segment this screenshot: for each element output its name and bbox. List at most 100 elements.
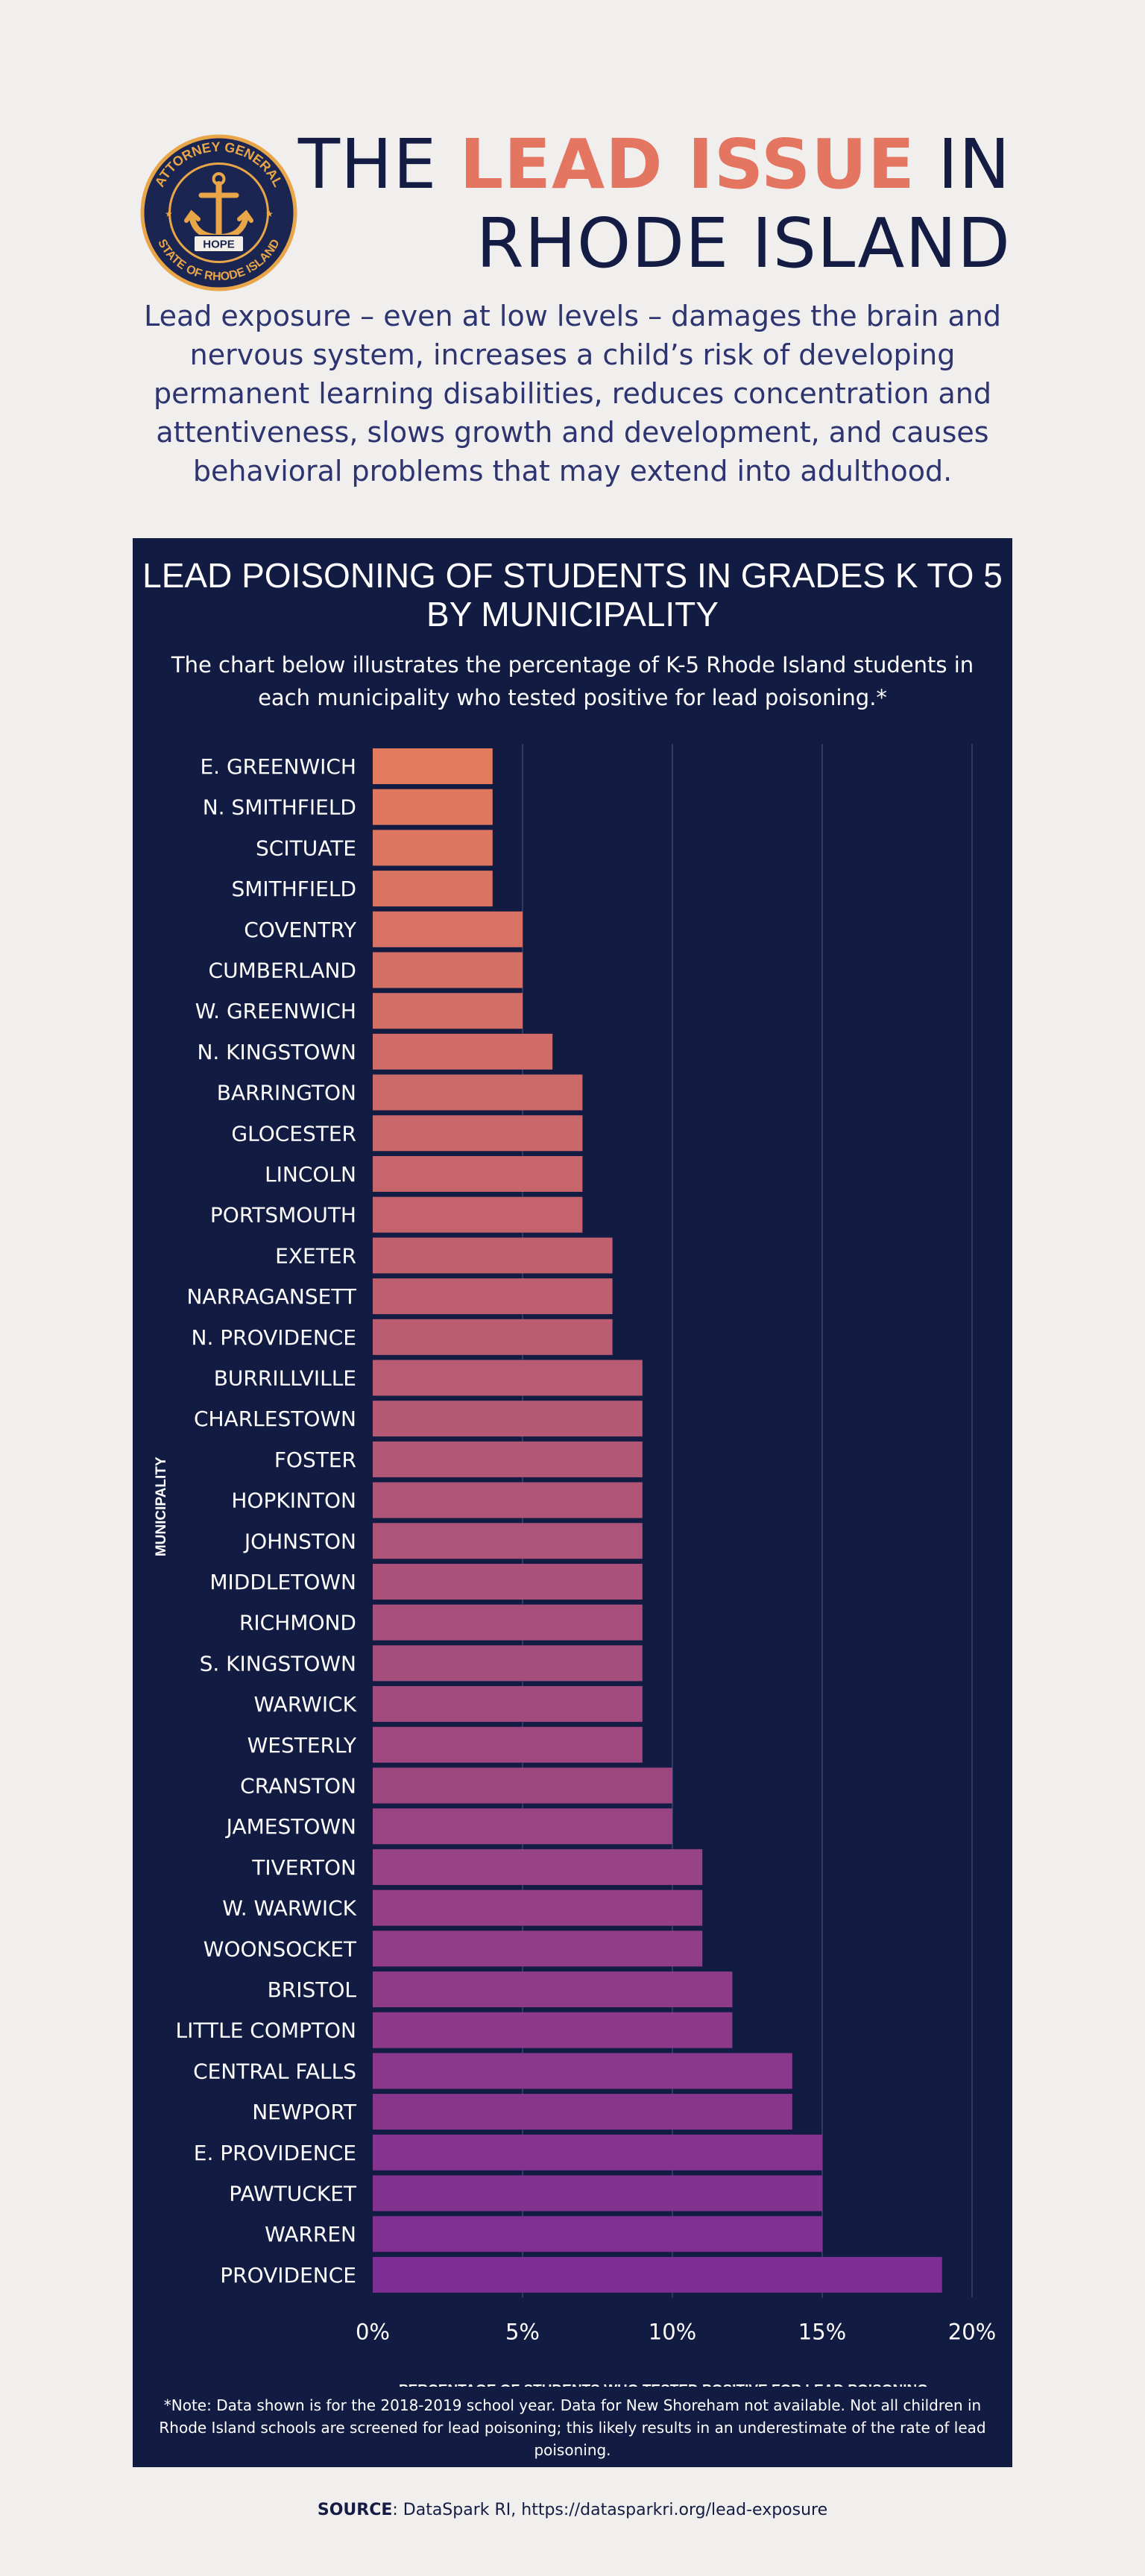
bar-warren [373, 2216, 822, 2253]
bar-middletown [373, 1564, 643, 1600]
category-label: TIVERTON [251, 1855, 356, 1880]
category-label: MIDDLETOWN [209, 1570, 356, 1594]
bar-exeter [373, 1237, 613, 1274]
category-label: FOSTER [274, 1448, 356, 1472]
bar-n-smithfield [373, 789, 493, 825]
category-label: NARRAGANSETT [186, 1284, 356, 1309]
category-label: LINCOLN [265, 1162, 356, 1187]
bar-central-falls [373, 2053, 792, 2089]
footnote: *Note: Data shown is for the 2018-2019 s… [159, 2396, 986, 2459]
category-label: CENTRAL FALLS [193, 2059, 356, 2083]
chart-title: LEAD POISONING OF STUDENTS IN GRADES K T… [142, 556, 1003, 634]
source-label: SOURCE [317, 2501, 393, 2519]
source-text: : DataSpark RI, https://datasparkri.org/… [392, 2501, 828, 2519]
chart-subtitle: The chart below illustrates the percenta… [171, 652, 974, 710]
category-label: CHARLESTOWN [194, 1407, 356, 1431]
seal-banner-text: HOPE [203, 239, 235, 251]
category-label: N. KINGSTOWN [197, 1040, 356, 1064]
x-tick-label: 10% [649, 2320, 696, 2345]
bar-glocester [373, 1115, 583, 1152]
x-tick-label: 15% [798, 2320, 846, 2345]
bar-lincoln [373, 1156, 583, 1192]
category-label: GLOCESTER [231, 1121, 356, 1146]
title-accent: LEAD ISSUE [459, 124, 915, 204]
x-tick-label: 5% [505, 2320, 540, 2345]
category-label: CRANSTON [240, 1774, 356, 1799]
category-label: PORTSMOUTH [210, 1203, 356, 1228]
title-prefix: THE [297, 124, 460, 204]
intro-paragraph: Lead exposure – even at low levels – dam… [144, 300, 1001, 487]
category-label: JOHNSTON [243, 1529, 356, 1553]
bar-newport [373, 2094, 792, 2130]
bar-burrillville [373, 1360, 643, 1396]
bar-n-providence [373, 1319, 613, 1355]
category-label: CUMBERLAND [209, 959, 356, 983]
category-label: E. GREENWICH [200, 754, 356, 779]
category-label: WARWICK [254, 1692, 357, 1717]
category-label: WESTERLY [247, 1733, 357, 1758]
svg-text:★: ★ [165, 209, 173, 219]
category-label: BURRILLVILLE [214, 1366, 356, 1391]
bar-smithfield [373, 871, 493, 907]
chart-panel: LEAD POISONING OF STUDENTS IN GRADES K T… [133, 538, 1012, 2467]
category-label: PAWTUCKET [229, 2182, 357, 2206]
bar-jamestown [373, 1808, 672, 1845]
bar-pawtucket [373, 2175, 822, 2212]
category-label: S. KINGSTOWN [200, 1651, 356, 1676]
bar-johnston [373, 1523, 643, 1559]
bar-cranston [373, 1767, 672, 1804]
svg-text:★: ★ [265, 209, 274, 219]
category-label: WARREN [265, 2222, 356, 2247]
category-label: PROVIDENCE [220, 2263, 356, 2288]
category-label: LITTLE COMPTON [176, 2018, 356, 2043]
y-axis-label: MUNICIPALITY [154, 1456, 169, 1556]
category-label: BRISTOL [268, 1977, 357, 2002]
bar-bristol [373, 1972, 733, 2007]
page-title: THE LEAD ISSUE IN RHODE ISLAND [265, 125, 1011, 283]
bar-w-warwick [373, 1890, 703, 1926]
category-label: W. GREENWICH [195, 999, 356, 1023]
category-label: E. PROVIDENCE [194, 2141, 356, 2165]
bar-e-greenwich [373, 748, 493, 784]
x-tick-label: 0% [356, 2320, 390, 2345]
bar-westerly [373, 1726, 643, 1763]
bar-chart: E. GREENWICH N. SMITHFIELD SCITUATE SMITHFI… [154, 744, 996, 2387]
bar-scituate [373, 830, 493, 866]
bar-richmond [373, 1604, 643, 1641]
x-tick-label: 20% [948, 2320, 996, 2345]
category-label: EXETER [275, 1243, 356, 1268]
category-label: SMITHFIELD [231, 877, 356, 901]
anchor-icon [184, 172, 253, 241]
bar-coventry [373, 911, 523, 947]
category-label: W. WARWICK [222, 1896, 356, 1921]
category-label: N. SMITHFIELD [203, 795, 356, 820]
category-label: COVENTRY [244, 918, 357, 942]
source-line: SOURCE: DataSpark RI, https://datasparkr… [0, 2501, 1145, 2519]
attorney-general-seal: ATTORNEY GENERAL STATE OF RHODE ISLAND ★… [140, 134, 297, 291]
category-label: SCITUATE [256, 836, 356, 860]
bar-providence [373, 2256, 942, 2293]
title-suffix: IN [915, 124, 1011, 204]
bar-s-kingstown [373, 1645, 643, 1682]
bar-cumberland [373, 952, 523, 988]
title-line-two: RHODE ISLAND [476, 203, 1011, 283]
bar-warwick [373, 1686, 643, 1723]
bar-woonsocket [373, 1931, 703, 1967]
category-label: BARRINGTON [217, 1081, 356, 1105]
bar-e-providence [373, 2134, 822, 2171]
bar-portsmouth [373, 1196, 583, 1233]
bar-foster [373, 1441, 643, 1477]
category-label: JAMESTOWN [225, 1814, 356, 1839]
bar-w-greenwich [373, 993, 523, 1029]
category-label: N. PROVIDENCE [192, 1325, 356, 1350]
category-label: NEWPORT [252, 2100, 357, 2124]
x-axis-label: PERCENTAGE OF STUDENTS WHO TESTED POSITI… [399, 2383, 928, 2387]
bar-little-compton [373, 2012, 733, 2048]
category-label: HOPKINTON [231, 1489, 356, 1513]
category-label: RICHMOND [239, 1611, 356, 1635]
bar-tiverton [373, 1849, 703, 1885]
bar-charlestown [373, 1401, 643, 1437]
category-label: WOONSOCKET [204, 1936, 357, 1961]
bar-n-kingstown [373, 1033, 553, 1070]
bar-narragansett [373, 1278, 613, 1315]
